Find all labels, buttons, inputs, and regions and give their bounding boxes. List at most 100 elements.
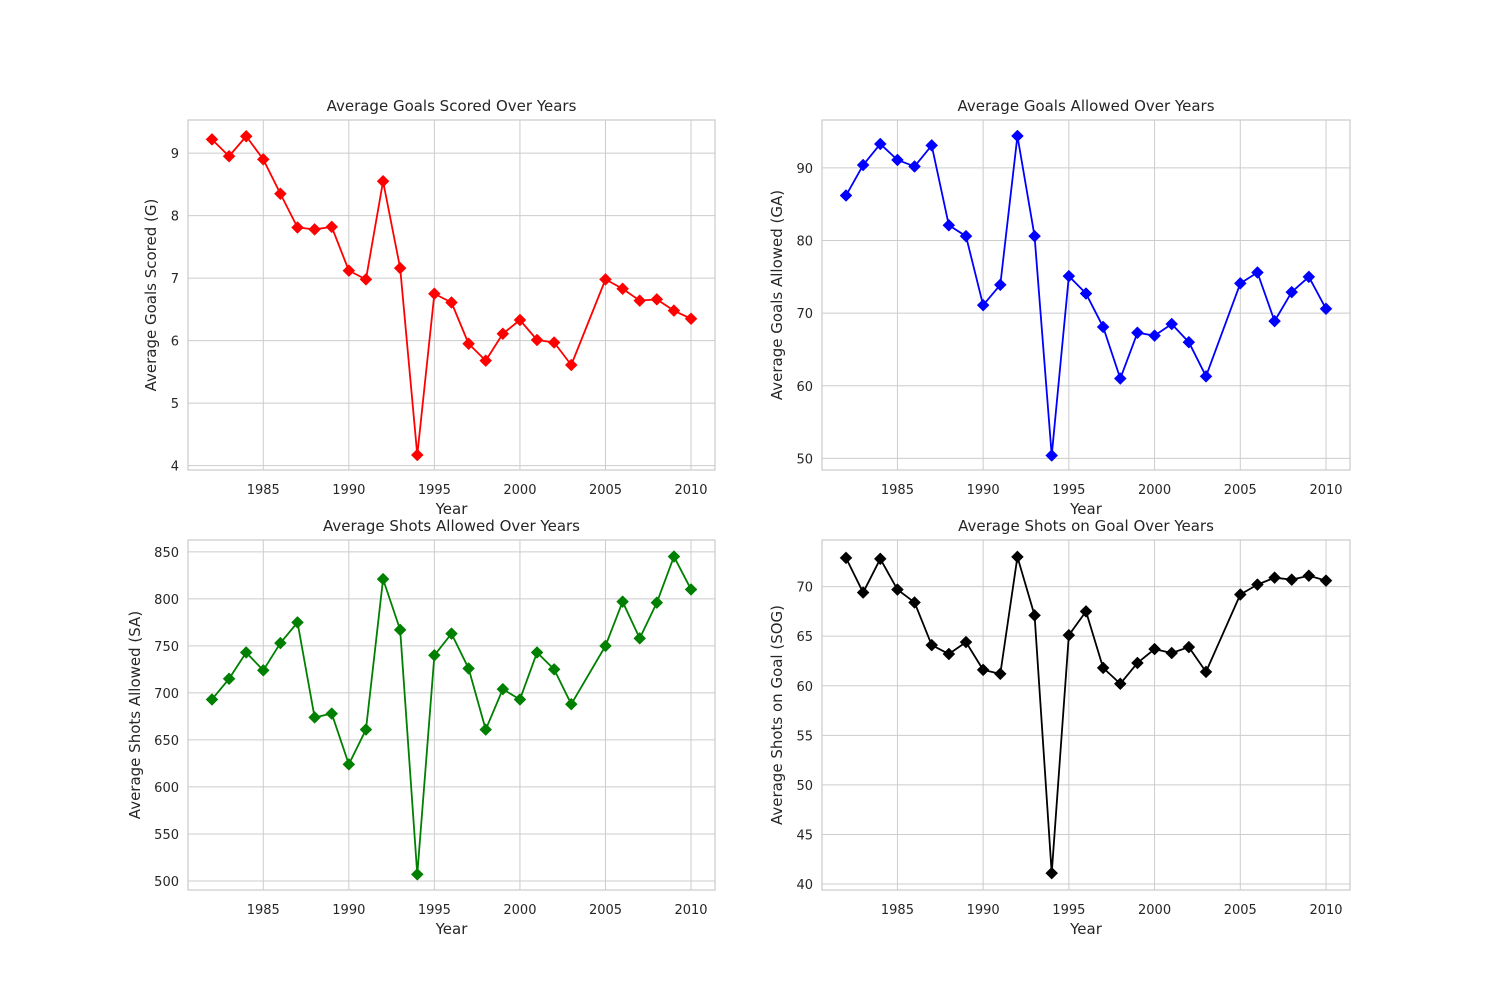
- chart-2-data-point-2010: [1319, 302, 1333, 316]
- chart-2-data-point-1982: [839, 189, 853, 202]
- chart-3-plot-frame: [187, 539, 716, 891]
- chart-1-y-tick-label: 8: [171, 210, 179, 225]
- chart-4-x-tick-label: 2005: [1224, 903, 1257, 918]
- chart-4-data-point-2007: [1268, 571, 1281, 585]
- chart-1-data-point-1985: [256, 153, 270, 166]
- chart-1-data-point-2006: [616, 282, 629, 296]
- chart-1-data-point-1982: [205, 133, 219, 146]
- chart-4-x-tick-label: 2000: [1138, 903, 1171, 918]
- chart-1-x-tick-label: 1995: [418, 483, 451, 498]
- chart-4-x-axis-label: Year: [1069, 920, 1103, 938]
- chart-1-data-point-2000: [513, 313, 527, 327]
- chart-3-x-tick-label: 2010: [674, 903, 707, 918]
- chart-1-x-tick-label: 2000: [503, 483, 536, 498]
- chart-2-data-point-1986: [908, 160, 921, 173]
- chart-2-data-point-2009: [1302, 270, 1316, 284]
- chart-2-data-point-1983: [856, 158, 870, 172]
- chart-2-data-point-2005: [1233, 277, 1247, 290]
- chart-4-y-tick-label: 50: [796, 779, 813, 794]
- chart-3-data-point-2006: [616, 595, 629, 609]
- chart-3-data-point-1996: [445, 627, 458, 641]
- chart-1-x-tick-label: 2005: [589, 483, 622, 498]
- chart-1-x-tick-label: 1985: [247, 483, 280, 498]
- chart-4-data-point-1988: [942, 647, 956, 661]
- chart-4-x-tick-label: 1990: [967, 903, 1000, 918]
- chart-3-data-point-1989: [325, 707, 339, 720]
- chart-1-data-point-1997: [462, 337, 475, 351]
- chart-2-x-axis-label: Year: [1069, 500, 1103, 518]
- chart-1-data-point-1996: [445, 296, 458, 309]
- chart-4-data-point-1993: [1028, 609, 1041, 622]
- chart-4-x-tick-label: 2010: [1309, 903, 1342, 918]
- chart-1-average-goals-scored-over-years: 1985 1990 1995 2000 2005 2010 4 5 6 7 8 9 Average Go…: [142, 97, 716, 518]
- chart-1-title: Average Goals Scored Over Years: [327, 97, 577, 115]
- chart-2-data-point-1989: [959, 229, 973, 243]
- chart-2-data-point-2007: [1268, 314, 1281, 328]
- chart-3-data-point-2003: [564, 697, 578, 711]
- chart-3-x-tick-label: 1985: [247, 903, 280, 918]
- chart-3-y-tick-label: 500: [154, 875, 179, 890]
- chart-3-y-tick-label: 750: [154, 640, 179, 655]
- chart-3-data-point-1994: [410, 868, 424, 881]
- chart-3-data-point-1999: [496, 682, 510, 696]
- chart-1-data-point-1983: [222, 149, 236, 163]
- chart-4-data-point-1992: [1011, 550, 1024, 564]
- chart-4-x-tick-label: 1985: [881, 903, 914, 918]
- chart-1-data-point-1984: [239, 129, 253, 143]
- chart-2-plot-frame: [821, 119, 1351, 471]
- chart-3-data-point-1992: [376, 572, 390, 586]
- chart-2-data-point-1995: [1062, 269, 1076, 283]
- chart-2-data-point-1990: [976, 298, 990, 312]
- chart-3-data-point-1997: [462, 662, 475, 675]
- chart-1-data-point-2002: [547, 336, 561, 349]
- chart-2-y-tick-label: 70: [796, 307, 813, 322]
- chart-3-data-point-2002: [547, 663, 561, 676]
- chart-3-data-point-1995: [428, 648, 441, 662]
- chart-3-data-point-2001: [530, 646, 544, 659]
- chart-4-data-point-1990: [976, 663, 990, 677]
- chart-2-data-point-1997: [1096, 320, 1110, 334]
- chart-4-data-point-2003: [1199, 665, 1213, 679]
- chart-1-data-point-1993: [393, 261, 407, 275]
- chart-3-y-tick-label: 800: [154, 593, 179, 608]
- chart-2-y-tick-label: 90: [796, 162, 813, 177]
- chart-4-data-point-2000: [1148, 642, 1161, 656]
- chart-4-series-line: [845, 555, 1327, 875]
- chart-2-x-tick-label: 2010: [1309, 483, 1342, 498]
- chart-3-data-point-1988: [308, 710, 321, 724]
- chart-2-data-point-2003: [1199, 369, 1213, 383]
- chart-4-data-point-1989: [959, 635, 973, 649]
- chart-3-data-point-1987: [291, 616, 304, 629]
- chart-3-data-point-1986: [274, 636, 287, 650]
- chart-4-y-axis-label: Average Shots on Goal (SOG): [768, 605, 786, 825]
- chart-2-data-point-1984: [873, 137, 887, 151]
- chart-1-data-point-2007: [633, 294, 647, 307]
- chart-4-data-point-1999: [1131, 656, 1144, 670]
- chart-2-y-tick-label: 50: [796, 452, 813, 467]
- chart-1-data-point-1990: [342, 264, 356, 277]
- chart-3-data-point-2009: [667, 550, 681, 563]
- chart-4-data-point-1986: [908, 596, 921, 609]
- chart-1-y-tick-label: 9: [171, 147, 179, 162]
- chart-1-x-tick-label: 2010: [674, 483, 707, 498]
- chart-3-series-line: [211, 555, 692, 876]
- chart-4-data-point-1996: [1079, 605, 1093, 618]
- chart-3-data-point-1991: [359, 723, 373, 736]
- chart-3-data-point-2005: [599, 639, 612, 653]
- chart-2-title: Average Goals Allowed Over Years: [957, 97, 1214, 115]
- chart-2-data-point-1992: [1011, 129, 1024, 143]
- chart-2-y-tick-label: 80: [796, 235, 813, 250]
- chart-4-data-point-1982: [839, 551, 853, 565]
- chart-1-data-point-2010: [684, 312, 698, 326]
- chart-1-y-tick-label: 5: [171, 397, 179, 412]
- chart-4-data-point-2001: [1165, 646, 1179, 660]
- chart-1-data-point-1987: [291, 221, 304, 234]
- chart-1-data-point-2003: [564, 358, 578, 372]
- chart-1-data-point-2009: [667, 304, 681, 317]
- chart-2-data-point-1998: [1113, 372, 1127, 385]
- chart-3-data-point-1990: [342, 758, 356, 771]
- chart-1-y-tick-label: 4: [171, 460, 179, 475]
- chart-2-data-point-1987: [925, 139, 939, 152]
- chart-4-y-tick-label: 45: [796, 828, 813, 843]
- chart-1-data-point-1998: [479, 354, 493, 367]
